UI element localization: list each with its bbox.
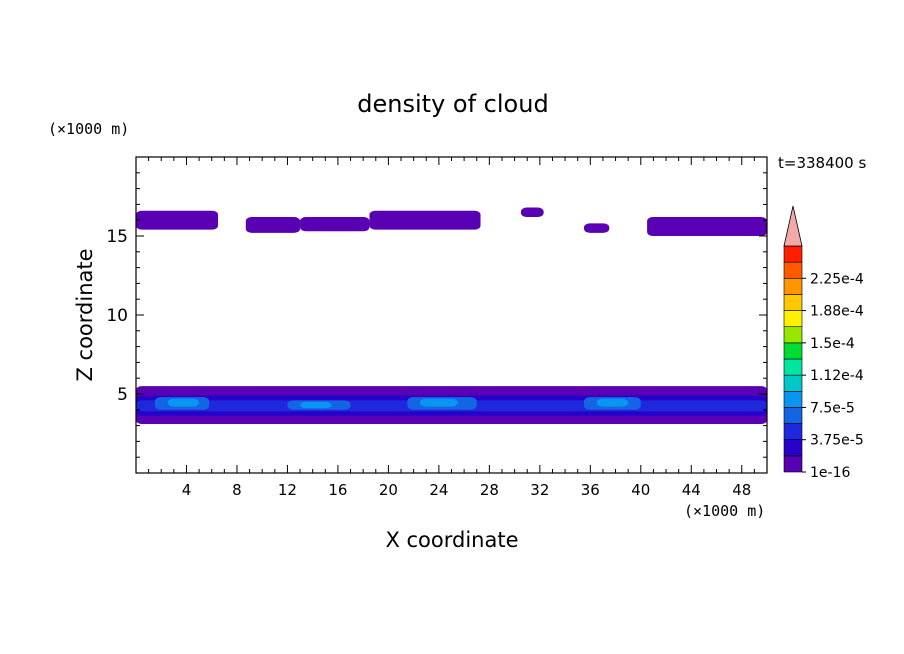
colorbar-label: 3.75e-5 <box>810 433 864 449</box>
x-unit-label: (×1000 m) <box>684 502 765 520</box>
colorbar-segment <box>783 294 803 311</box>
cloud-region <box>167 398 200 407</box>
colorbar-segment <box>783 310 803 328</box>
x-tick-label: 24 <box>429 481 448 499</box>
colorbar-label: 1.88e-4 <box>810 304 864 320</box>
chart-title: density of cloud <box>357 90 548 118</box>
y-tick-label: 5 <box>117 385 128 405</box>
x-tick-label: 44 <box>682 481 701 499</box>
cloud-region <box>584 223 610 233</box>
x-tick-label: 20 <box>379 481 398 499</box>
colorbar-segment <box>783 407 803 424</box>
x-tick-label: 8 <box>232 481 242 499</box>
cloud-region <box>369 210 481 230</box>
time-label: t=338400 s <box>778 154 866 172</box>
colorbar-label: 1.5e-4 <box>810 336 855 352</box>
x-tick-label: 48 <box>732 481 751 499</box>
colorbar-extend-arrow <box>783 205 803 247</box>
colorbar-label: 1.12e-4 <box>810 368 864 384</box>
y-axis-title: Z coordinate <box>73 248 97 381</box>
colorbar-segment <box>783 358 803 376</box>
colorbar-segment <box>783 455 803 473</box>
cloud-region <box>136 210 219 230</box>
x-tick-label: 40 <box>631 481 650 499</box>
colorbar-segment <box>783 245 803 263</box>
y-tick-label: 10 <box>106 306 128 326</box>
x-tick-label: 36 <box>581 481 600 499</box>
cloud-region <box>520 207 544 218</box>
cloud-region <box>596 398 629 407</box>
colorbar-segment <box>783 423 803 441</box>
colorbar-segment <box>783 390 803 408</box>
cloud-region <box>245 217 301 233</box>
x-axis-title: X coordinate <box>385 528 518 552</box>
colorbar-segment <box>783 439 803 457</box>
colorbar: 1e-16 3.75e-5 7.5e-5 1.12e-4 1.5e-4 1.88e-4 2.… <box>783 205 864 481</box>
cloud-region <box>300 401 332 409</box>
cloud-region <box>419 398 458 407</box>
x-tick-label: 4 <box>182 481 192 499</box>
y-unit-label: (×1000 m) <box>48 120 129 138</box>
colorbar-label: 7.5e-5 <box>810 400 855 416</box>
x-tick-label: 12 <box>278 481 297 499</box>
x-tick-label: 32 <box>530 481 549 499</box>
colorbar-segment <box>783 261 803 279</box>
y-tick-label: 15 <box>106 227 128 247</box>
colorbar-segment <box>783 326 803 344</box>
cloud-region <box>300 217 370 232</box>
x-axis-ticks: 4 8 12 16 20 24 28 32 36 40 44 48 <box>148 157 755 499</box>
cloud-region <box>647 217 767 236</box>
colorbar-segment <box>783 342 803 360</box>
y-axis-ticks: 5 10 15 <box>106 172 767 458</box>
x-tick-label: 16 <box>328 481 347 499</box>
x-tick-label: 28 <box>480 481 499 499</box>
colorbar-segment <box>783 374 803 392</box>
colorbar-segment <box>783 277 803 295</box>
plot-area <box>136 207 767 425</box>
plot-frame <box>135 156 768 474</box>
colorbar-label: 2.25e-4 <box>810 271 864 287</box>
colorbar-label: 1e-16 <box>810 465 850 481</box>
